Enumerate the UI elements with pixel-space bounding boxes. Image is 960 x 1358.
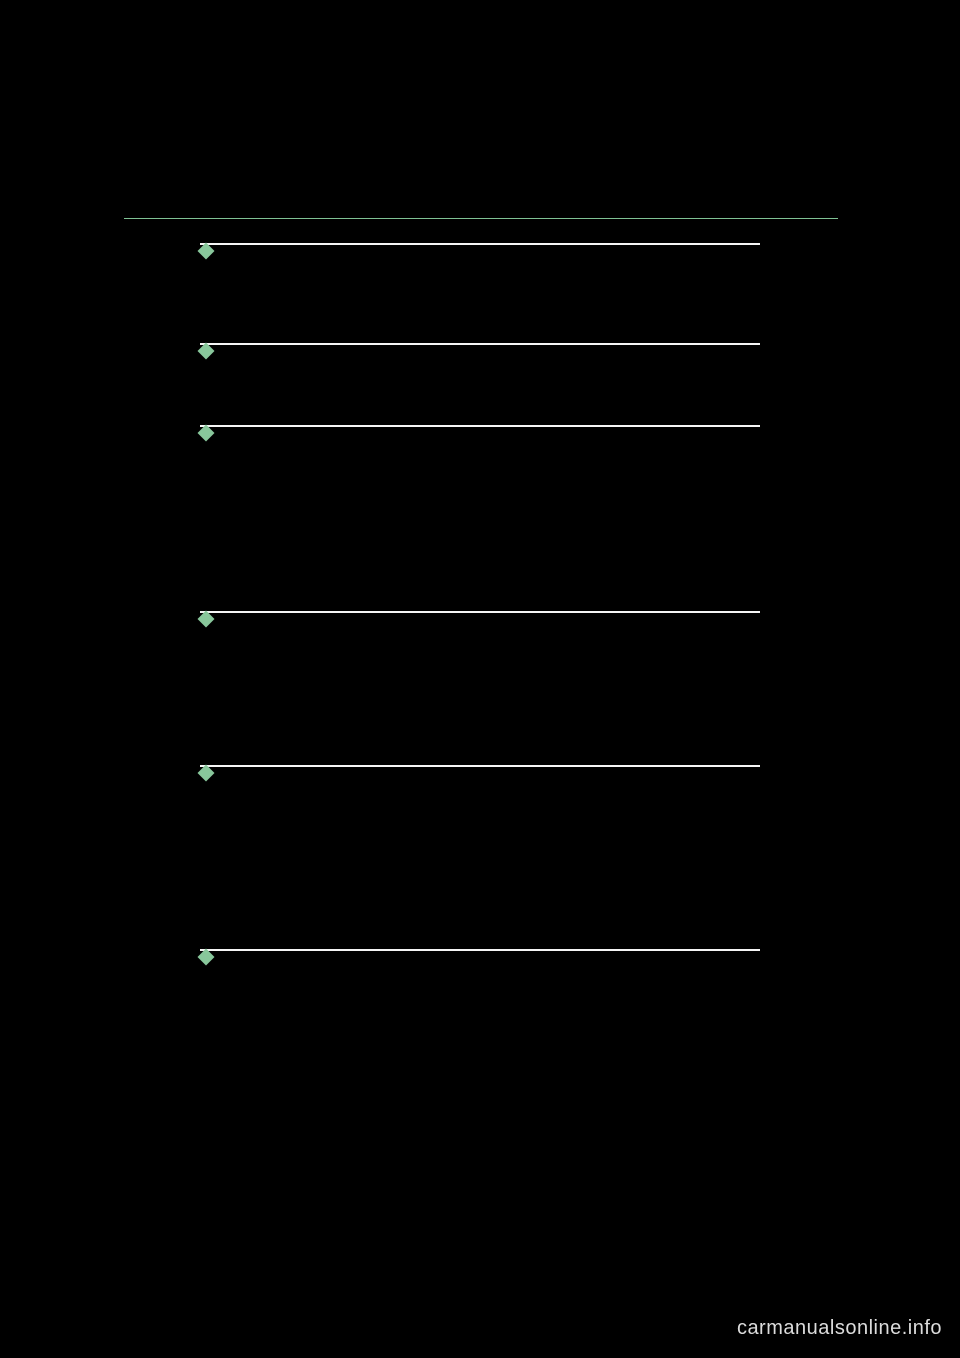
section-2 bbox=[124, 343, 838, 347]
watermark-text: carmanualsonline.info bbox=[737, 1317, 942, 1340]
section-underline bbox=[200, 343, 760, 345]
page-content bbox=[124, 218, 838, 953]
section-underline bbox=[200, 611, 760, 613]
section-underline bbox=[200, 425, 760, 427]
diamond-bullet-icon bbox=[198, 343, 215, 360]
section-header-4 bbox=[200, 611, 760, 615]
section-underline bbox=[200, 949, 760, 951]
section-header-6 bbox=[200, 949, 760, 953]
section-3 bbox=[124, 425, 838, 429]
section-header-2 bbox=[200, 343, 760, 347]
section-underline bbox=[200, 243, 760, 245]
diamond-bullet-icon bbox=[198, 765, 215, 782]
section-header-1 bbox=[200, 243, 760, 247]
section-header-5 bbox=[200, 765, 760, 769]
section-underline bbox=[200, 765, 760, 767]
top-horizontal-rule bbox=[124, 218, 838, 219]
diamond-bullet-icon bbox=[198, 425, 215, 442]
diamond-bullet-icon bbox=[198, 611, 215, 628]
section-6 bbox=[124, 949, 838, 953]
section-header-3 bbox=[200, 425, 760, 429]
section-5 bbox=[124, 765, 838, 769]
diamond-bullet-icon bbox=[198, 243, 215, 260]
section-4 bbox=[124, 611, 838, 615]
section-1 bbox=[124, 243, 838, 247]
diamond-bullet-icon bbox=[198, 949, 215, 966]
